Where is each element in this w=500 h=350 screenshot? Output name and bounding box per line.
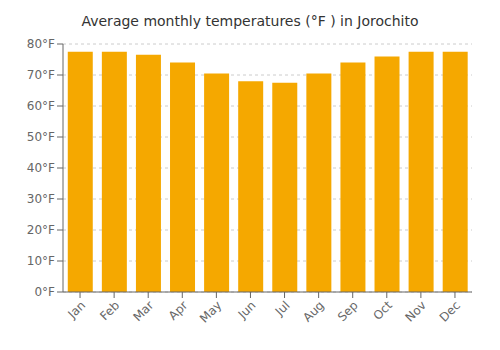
html-text:Average monthly temperatures (: Average monthly temperatures (°F ) in Jo… bbox=[81, 13, 419, 29]
svg-text:60°F: 60°F bbox=[27, 99, 55, 113]
svg-text:Sep: Sep bbox=[335, 298, 361, 324]
svg-text:Aug: Aug bbox=[300, 298, 326, 324]
svg-text:Jan: Jan bbox=[64, 298, 88, 322]
svg-text:Jul: Jul bbox=[272, 298, 293, 319]
svg-text:Mar: Mar bbox=[130, 298, 156, 324]
svg-text:70°F: 70°F bbox=[27, 68, 55, 82]
svg-text:80°F: 80°F bbox=[27, 37, 55, 51]
svg-text:Oct: Oct bbox=[370, 298, 395, 323]
svg-text:Apr: Apr bbox=[166, 298, 191, 323]
svg-text:Feb: Feb bbox=[97, 298, 122, 323]
svg-text:Jun: Jun bbox=[235, 298, 259, 322]
svg-text:20°F: 20°F bbox=[27, 223, 55, 237]
svg-text:40°F: 40°F bbox=[27, 161, 55, 175]
svg-text:50°F: 50°F bbox=[27, 130, 55, 144]
svg-text:Nov: Nov bbox=[403, 298, 429, 324]
svg-text:0°F: 0°F bbox=[34, 285, 55, 299]
svg-text:10°F: 10°F bbox=[27, 254, 55, 268]
svg-text:May: May bbox=[197, 298, 224, 325]
svg-text:30°F: 30°F bbox=[27, 192, 55, 206]
svg-text:Dec: Dec bbox=[437, 298, 463, 324]
